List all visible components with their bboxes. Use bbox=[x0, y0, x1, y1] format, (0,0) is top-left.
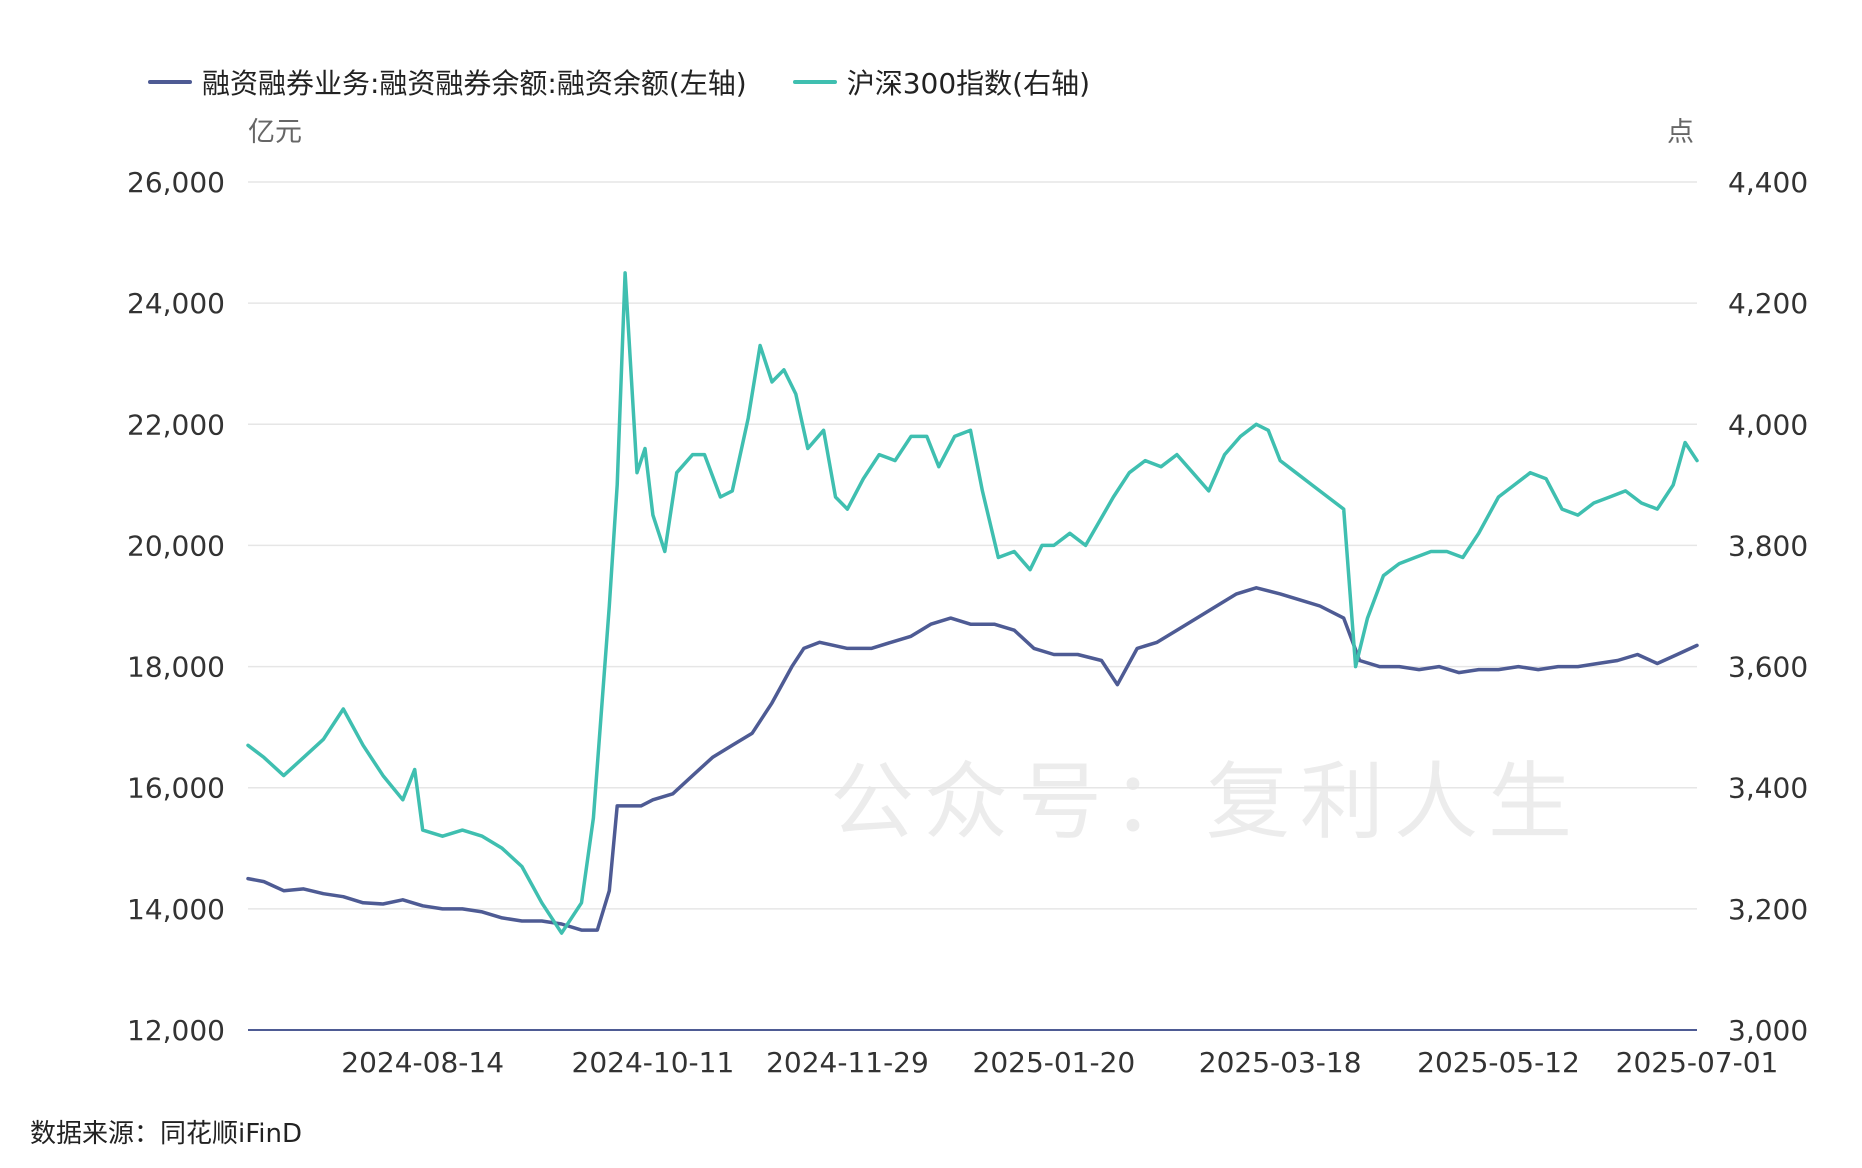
left-tick-label: 26,000 bbox=[127, 166, 225, 199]
right-tick-label: 3,200 bbox=[1728, 893, 1808, 926]
series-line-csi300 bbox=[246, 271, 1699, 935]
data-source: 数据来源：同花顺iFinD bbox=[30, 1119, 303, 1149]
left-tick-label: 22,000 bbox=[127, 408, 225, 441]
legend: 融资融券业务:融资融券余额:融资余额(左轴) 沪深300指数(右轴) bbox=[148, 62, 1136, 102]
right-tick-label: 4,200 bbox=[1728, 287, 1808, 320]
series-line-margin-balance bbox=[246, 586, 1699, 932]
x-tick-label: 2024-11-29 bbox=[766, 1046, 929, 1079]
grid-lines bbox=[248, 181, 1697, 910]
watermark: 公众号：复利人生 bbox=[830, 753, 1583, 851]
left-tick-label: 24,000 bbox=[127, 287, 225, 320]
right-axis-tick-labels: 3,000 3,200 3,400 3,600 3,800 4,000 4,200 4,400 bbox=[1728, 166, 1808, 1047]
left-tick-label: 16,000 bbox=[127, 772, 225, 805]
x-axis: 2024-08-14 2024-10-11 2024-11-29 2025-01-20… bbox=[248, 1029, 1779, 1079]
x-tick-label: 2025-05-12 bbox=[1417, 1046, 1580, 1079]
right-tick-label: 3,000 bbox=[1728, 1014, 1808, 1047]
x-tick-label: 2025-07-01 bbox=[1616, 1046, 1779, 1079]
left-tick-label: 18,000 bbox=[127, 651, 225, 684]
legend-label-index: 沪深300指数(右轴) bbox=[846, 67, 1091, 100]
legend-item-index[interactable]: 沪深300指数(右轴) bbox=[792, 62, 1091, 102]
x-tick-label: 2024-10-11 bbox=[572, 1046, 735, 1079]
right-tick-label: 3,400 bbox=[1728, 772, 1808, 805]
right-tick-label: 4,000 bbox=[1728, 408, 1808, 441]
x-tick-label: 2025-01-20 bbox=[973, 1046, 1136, 1079]
x-tick-label: 2025-03-18 bbox=[1199, 1046, 1362, 1079]
left-tick-label: 14,000 bbox=[127, 893, 225, 926]
left-tick-label: 12,000 bbox=[127, 1014, 225, 1047]
legend-swatch-margin bbox=[148, 80, 192, 84]
right-tick-label: 4,400 bbox=[1728, 166, 1808, 199]
right-axis-unit: 点 bbox=[1667, 117, 1694, 148]
x-tick-label: 2024-08-14 bbox=[341, 1046, 504, 1079]
right-tick-label: 3,800 bbox=[1728, 529, 1808, 562]
legend-swatch-index bbox=[792, 80, 837, 84]
left-axis-tick-labels: 12,000 14,000 16,000 18,000 20,000 22,000 24,0… bbox=[127, 166, 225, 1047]
left-axis-unit: 亿元 bbox=[248, 117, 302, 148]
right-tick-label: 3,600 bbox=[1728, 651, 1808, 684]
legend-item-margin[interactable]: 融资融券业务:融资融券余额:融资余额(左轴) bbox=[148, 62, 747, 102]
legend-label-margin: 融资融券业务:融资融券余额:融资余额(左轴) bbox=[202, 67, 747, 100]
left-tick-label: 20,000 bbox=[127, 529, 225, 562]
series-lines bbox=[246, 271, 1699, 935]
